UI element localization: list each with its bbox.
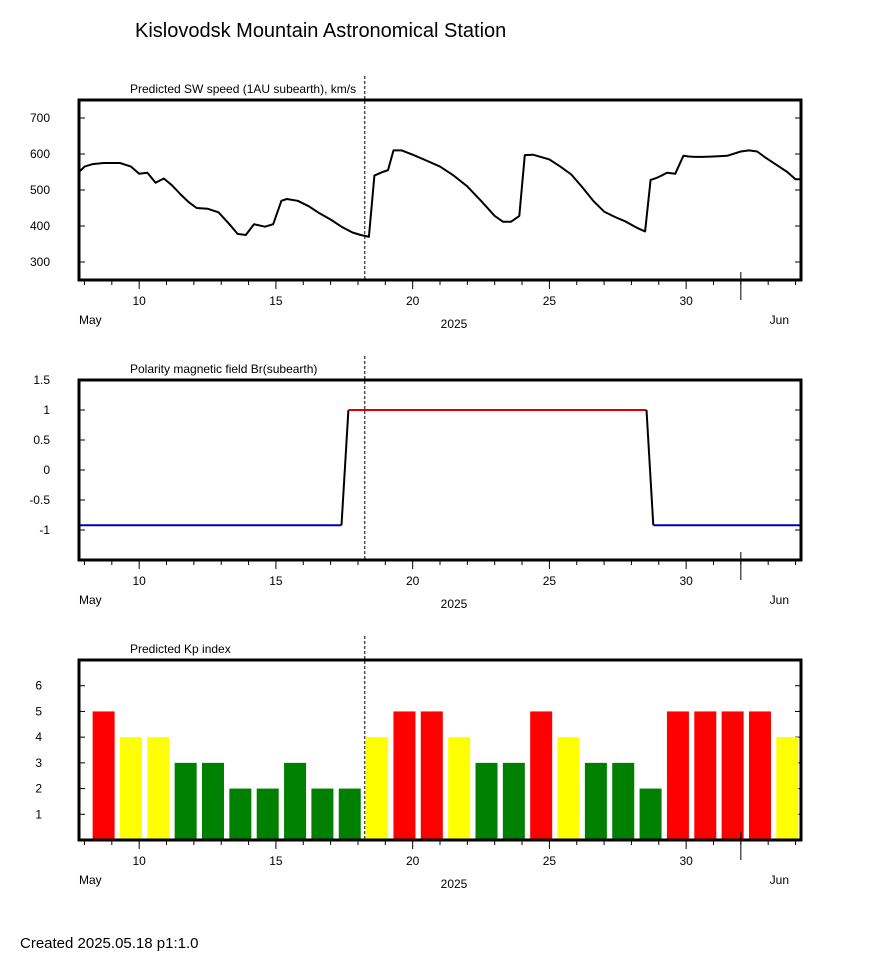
kp-bar xyxy=(420,711,443,840)
y-tick-label: -1 xyxy=(39,523,50,537)
kp-bar xyxy=(748,711,771,840)
kp-bar xyxy=(666,711,689,840)
kp-bar xyxy=(639,788,662,840)
y-tick-label: 500 xyxy=(30,183,50,197)
kp-bar xyxy=(530,711,553,840)
y-tick-label: 1 xyxy=(43,403,50,417)
kp-bar xyxy=(584,762,607,840)
y-tick-label: 4 xyxy=(35,730,42,744)
x-tick-label: 25 xyxy=(543,294,557,308)
kp-bar xyxy=(557,737,580,840)
y-tick-label: 2 xyxy=(35,782,42,796)
y-tick-label: 1.5 xyxy=(33,373,50,387)
kp-bar xyxy=(147,737,170,840)
month-label-may: May xyxy=(79,873,102,887)
panel-title-2: Polarity magnetic field Br(subearth) xyxy=(130,362,317,376)
x-tick-label: 20 xyxy=(406,294,420,308)
kp-bar xyxy=(448,737,471,840)
series-line xyxy=(340,409,350,526)
y-tick-label: 1 xyxy=(35,807,42,821)
kp-bar xyxy=(311,788,334,840)
month-label-may: May xyxy=(79,313,102,327)
y-tick-label: 600 xyxy=(30,147,50,161)
month-label-may: May xyxy=(79,593,102,607)
x-tick-label: 15 xyxy=(269,574,283,588)
kp-bar xyxy=(256,788,279,840)
kp-bar xyxy=(694,711,717,840)
kp-bar xyxy=(776,737,799,840)
plot-frame xyxy=(77,378,803,562)
y-tick-label: -0.5 xyxy=(29,493,50,507)
panel-title-1: Predicted SW speed (1AU subearth), km/s xyxy=(130,82,356,96)
x-tick-label: 30 xyxy=(679,574,693,588)
kp-bar xyxy=(202,762,225,840)
month-label-jun: Jun xyxy=(770,873,789,887)
series-line xyxy=(78,149,801,238)
kp-bar xyxy=(475,762,498,840)
y-tick-label: 700 xyxy=(30,111,50,125)
y-tick-label: 3 xyxy=(35,756,42,770)
y-tick-label: 5 xyxy=(35,704,42,718)
x-tick-label: 20 xyxy=(406,854,420,868)
x-tick-label: 15 xyxy=(269,854,283,868)
series-line xyxy=(645,409,655,526)
kp-bar xyxy=(92,711,115,840)
kp-bar xyxy=(174,762,197,840)
kp-bar xyxy=(612,762,635,840)
kp-bar xyxy=(502,762,525,840)
kp-bar xyxy=(393,711,416,840)
x-tick-label: 30 xyxy=(679,294,693,308)
year-label: 2025 xyxy=(441,597,468,611)
x-tick-label: 10 xyxy=(132,854,146,868)
y-tick-label: 0 xyxy=(43,463,50,477)
x-tick-label: 10 xyxy=(132,294,146,308)
page-title: Kislovodsk Mountain Astronomical Station xyxy=(135,20,507,42)
created-footer: Created 2025.05.18 p1:1.0 xyxy=(20,935,199,952)
y-tick-label: 300 xyxy=(30,255,50,269)
y-tick-label: 6 xyxy=(35,679,42,693)
x-tick-label: 10 xyxy=(132,574,146,588)
x-tick-label: 20 xyxy=(406,574,420,588)
plot-frame xyxy=(77,98,803,282)
month-label-jun: Jun xyxy=(770,593,789,607)
x-tick-label: 30 xyxy=(679,854,693,868)
kp-bar xyxy=(338,788,361,840)
kp-bar xyxy=(284,762,307,840)
panel-title-3: Predicted Kp index xyxy=(130,642,231,656)
x-tick-label: 25 xyxy=(543,574,557,588)
kp-bar xyxy=(119,737,142,840)
kp-bar xyxy=(721,711,744,840)
x-tick-label: 25 xyxy=(543,854,557,868)
y-tick-label: 400 xyxy=(30,219,50,233)
kp-bar xyxy=(229,788,252,840)
month-label-jun: Jun xyxy=(770,313,789,327)
year-label: 2025 xyxy=(441,317,468,331)
year-label: 2025 xyxy=(441,877,468,891)
x-tick-label: 15 xyxy=(269,294,283,308)
kp-bar xyxy=(366,737,389,840)
y-tick-label: 0.5 xyxy=(33,433,50,447)
